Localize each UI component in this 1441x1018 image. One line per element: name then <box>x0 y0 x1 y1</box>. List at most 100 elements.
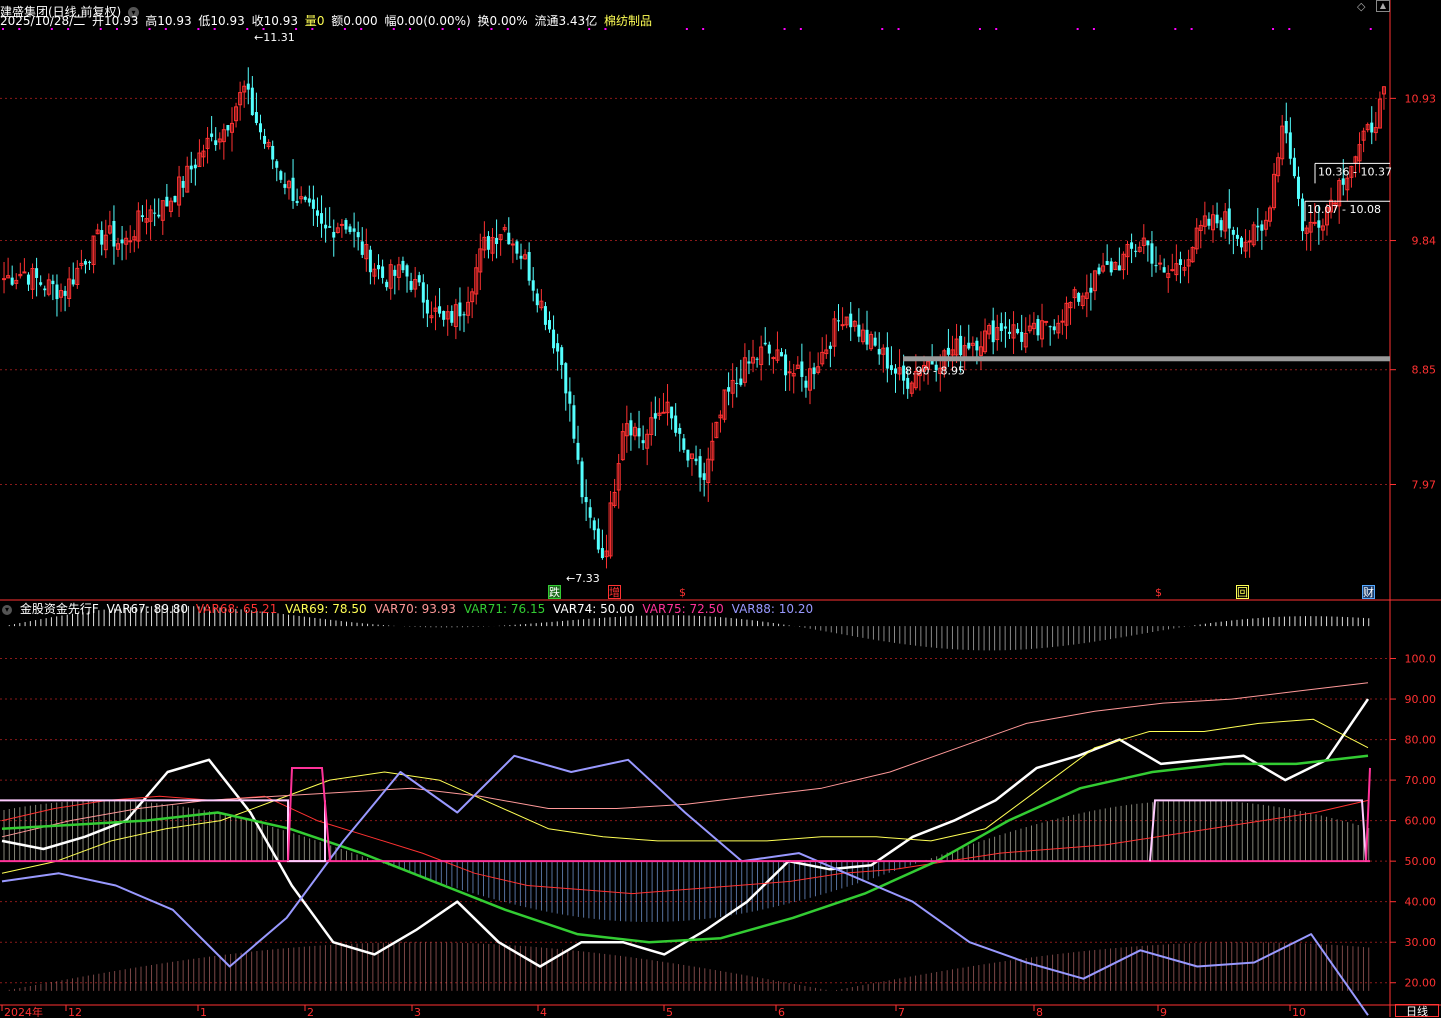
grid-lines <box>0 97 1390 486</box>
signal-dot <box>441 28 444 30</box>
scroll-up-icon[interactable]: ▲ <box>1376 0 1390 12</box>
candle-body <box>840 324 845 327</box>
var68-value: VAR68: 65.21 <box>195 602 278 616</box>
time-label: 10 <box>1292 1006 1306 1017</box>
candle-body <box>1219 220 1223 231</box>
range-mid-label: 10.07 - 10.08 <box>1307 203 1381 216</box>
candle-body <box>860 329 865 343</box>
candle-body <box>140 215 144 218</box>
candle-body <box>107 225 112 234</box>
candle-body <box>1084 292 1089 299</box>
candle-body <box>1292 157 1296 177</box>
event-badge[interactable]: 财 <box>1362 585 1375 599</box>
candle-body <box>1154 265 1158 267</box>
candle-body <box>128 240 133 243</box>
candle-body <box>1263 219 1268 230</box>
candle-body <box>1198 224 1203 232</box>
signal-dot <box>18 28 21 30</box>
quote-values: 2025/10/28/二 开10.93 高10.93 低10.93 收10.93… <box>0 9 655 33</box>
candle-body <box>556 343 560 352</box>
time-label: 6 <box>778 1006 785 1017</box>
candle-body <box>1011 324 1016 339</box>
candle-body <box>453 304 458 328</box>
candle-body <box>1211 214 1215 231</box>
candle-body <box>710 440 715 461</box>
candle-body <box>921 364 926 372</box>
candle-body <box>132 236 137 241</box>
candle-body <box>975 340 979 351</box>
indicator-tick-label: 80.00 <box>1405 734 1437 747</box>
candle-body <box>1089 287 1093 293</box>
candle-body <box>83 261 87 265</box>
candle-body <box>560 347 564 365</box>
signal-dot <box>67 28 70 30</box>
candlestick-series[interactable] <box>2 67 1386 569</box>
candle-body <box>482 236 487 251</box>
candle-body <box>572 405 576 439</box>
candle-body <box>10 277 14 285</box>
indicator-tick-label: 50.00 <box>1405 855 1437 868</box>
candle-body <box>421 282 425 303</box>
candle-body <box>18 273 23 277</box>
event-badge[interactable]: 回 <box>1236 585 1249 599</box>
candle-body <box>1105 261 1109 265</box>
indicator-name[interactable]: 金股资金先行F <box>19 602 99 616</box>
candle-body <box>112 220 116 247</box>
event-badge[interactable]: $ <box>679 586 686 599</box>
candle-body <box>417 275 421 283</box>
candle-body <box>1381 86 1386 95</box>
candle-body <box>46 279 51 295</box>
candle-body <box>881 347 886 355</box>
quote-sector[interactable]: 棉纺制品 <box>604 14 653 28</box>
var88-value: VAR88: 10.20 <box>731 602 814 616</box>
candle-body <box>193 164 197 169</box>
stock-name[interactable]: 建盛集团(日线,前复权) <box>0 5 122 19</box>
event-badge[interactable]: 跌 <box>548 585 561 599</box>
candle-body <box>474 267 479 295</box>
candle-body <box>1361 130 1366 141</box>
event-badge[interactable]: 增 <box>608 585 621 599</box>
candle-body <box>307 198 311 203</box>
price-tick-label: 10.93 <box>1405 92 1437 105</box>
candle-body <box>837 320 841 322</box>
candle-body <box>791 372 796 377</box>
signal-dot <box>457 28 460 30</box>
event-badge[interactable]: $ <box>1155 586 1162 599</box>
candle-body <box>148 209 153 222</box>
signal-dot <box>588 28 591 30</box>
candle-body <box>852 320 857 327</box>
quote-volume: 0 <box>316 14 325 28</box>
candle-body <box>356 232 360 238</box>
chevron-down-icon[interactable]: ▾ <box>128 7 140 18</box>
candle-body <box>71 279 75 285</box>
candle-body <box>189 165 193 170</box>
price-tick-label: 7.97 <box>1412 479 1437 492</box>
var67-value: VAR67: 89.80 <box>106 602 189 616</box>
candle-body <box>592 520 596 531</box>
candle-body <box>177 176 182 206</box>
candle-body <box>686 449 690 461</box>
signal-dot <box>409 28 412 30</box>
signal-dot <box>99 28 102 30</box>
range-high-label: 10.36 - 10.37 <box>1318 165 1392 178</box>
indicator-pane[interactable] <box>0 605 1390 1016</box>
period-button[interactable]: 日线 <box>1395 1004 1439 1018</box>
candle-body <box>983 330 988 353</box>
chevron-down-icon[interactable]: ▾ <box>2 604 12 615</box>
candle-body <box>742 357 747 383</box>
candle-body <box>1174 263 1179 276</box>
time-label: 5 <box>666 1006 673 1017</box>
diamond-icon[interactable]: ◇ <box>1357 0 1366 13</box>
candle-body <box>588 507 592 518</box>
candle-body <box>466 301 471 316</box>
candle-body <box>226 125 230 131</box>
indicator-tick-label: 70.00 <box>1405 774 1437 787</box>
var75-value: VAR75: 72.50 <box>642 602 724 616</box>
signal-dot <box>311 28 314 30</box>
candle-body <box>328 226 332 228</box>
candle-body <box>1227 208 1231 229</box>
candle-body <box>393 269 397 276</box>
candle-body <box>445 311 450 320</box>
candle-body <box>1231 229 1235 235</box>
